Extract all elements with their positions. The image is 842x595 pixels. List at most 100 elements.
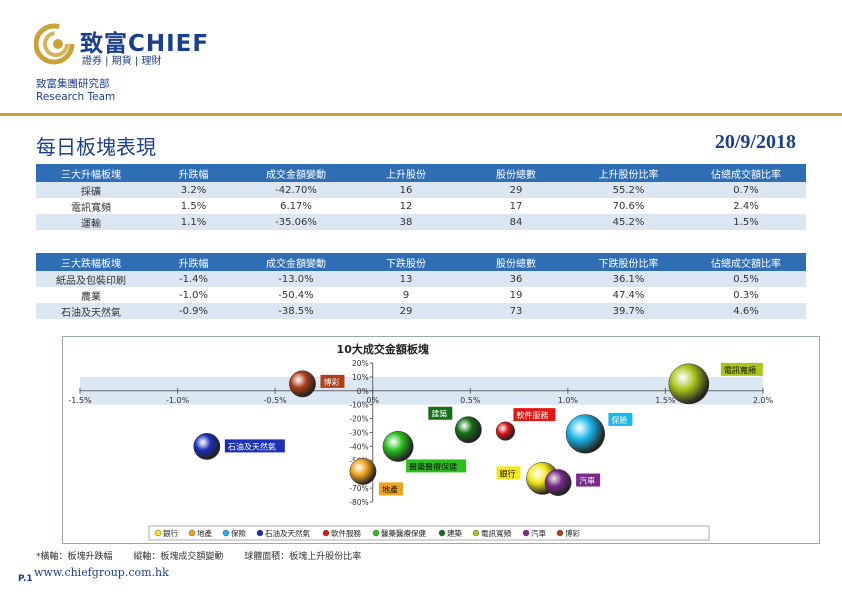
- table-row: 農業 -1.0% -50.4% 9 19 47.4% 0.3%: [36, 287, 806, 303]
- legend-label: 汽車: [531, 528, 546, 538]
- top3-header-row: 三大升幅板塊 升跌幅 成交金額變動 上升股份 股份總數 上升股份比率 佔總成交額…: [36, 164, 806, 182]
- table-cell: 0.5%: [686, 271, 806, 287]
- page-title: 每日板塊表現: [36, 135, 156, 159]
- table-cell: 0.7%: [686, 182, 806, 198]
- table-cell: 1.5%: [180, 200, 207, 212]
- table-row: 運輸 1.1% -35.06% 38 84 45.2% 1.5%: [36, 214, 806, 230]
- y-tick-label: -20%: [349, 415, 368, 424]
- table-cell: 農業: [81, 291, 101, 303]
- bubble-label: 銀行: [499, 468, 515, 478]
- bubble-label-bg: [720, 362, 763, 376]
- table-cell: 36.1%: [571, 271, 686, 287]
- bubble-label-bg: [428, 406, 453, 420]
- legend-marker: [472, 529, 480, 537]
- chart-legend-box: [148, 525, 710, 541]
- x-tick-label: 0.5%: [460, 396, 481, 405]
- legend-label: 博彩: [565, 528, 580, 538]
- table-row: 電訊寬頻 1.5% 6.17% 12 17 70.6% 2.4%: [36, 198, 806, 214]
- bubble-7: [668, 363, 710, 405]
- y-tick-label: 20%: [352, 359, 369, 368]
- bubble-6: [454, 416, 482, 444]
- legend-label: 石油及天然氣: [265, 528, 310, 538]
- legend-marker: [438, 529, 446, 537]
- x-tick-label: -0.5%: [264, 396, 288, 405]
- bubble-label: 石油及天然氣: [228, 441, 276, 451]
- bubble-9: [289, 370, 316, 398]
- table-cell: 9: [402, 289, 410, 301]
- chief-logo: 致富CHIEF 證券 | 期貨 | 理財: [34, 22, 234, 68]
- table-cell: -42.70%: [241, 182, 351, 198]
- legend-marker: [522, 529, 530, 537]
- x-tick-label: 1.5%: [655, 396, 676, 405]
- table-row: 紙品及包裝印刷 -1.4% -13.0% 13 36 36.1% 0.5%: [36, 271, 806, 287]
- bubble-label-bg: [224, 439, 285, 453]
- footnote-size: 球體面積：板塊上升股份比率: [244, 552, 362, 562]
- bubble-label: 軟件服務: [516, 410, 548, 420]
- bubble-label: 電訊寬頻: [724, 365, 756, 375]
- table-header: 股份總數: [461, 253, 571, 271]
- table-cell: 1.5%: [686, 214, 806, 230]
- y-tick-label: 10%: [352, 373, 369, 382]
- table-cell: -50.4%: [278, 289, 314, 301]
- table-cell: 16: [351, 182, 461, 198]
- bubble-label: 地產: [382, 484, 398, 494]
- bubble-8: [544, 469, 572, 496]
- table-cell: 17: [509, 200, 523, 212]
- legend-marker: [222, 529, 230, 537]
- table-cell: 70.6%: [612, 200, 645, 212]
- page-number: P.1: [18, 574, 33, 584]
- table-cell: 石油及天然氣: [36, 303, 146, 319]
- table-cell: 1.1%: [146, 214, 241, 230]
- table-cell: 0.3%: [733, 289, 759, 301]
- report-date: 20/9/2018: [714, 131, 796, 153]
- table-cell: -1.0%: [178, 289, 208, 301]
- table-header: 成交金額變動: [241, 253, 351, 271]
- bubble-label-bg: [320, 374, 345, 388]
- table-cell: -1.4%: [146, 271, 241, 287]
- table-cell: 29: [351, 303, 461, 319]
- x-tick-label: 1.0%: [558, 396, 579, 405]
- bubble-label-bg: [496, 466, 521, 480]
- footnote: *橫軸：板塊升跌幅 縱軸：板塊成交額變動 球體面積：板塊上升股份比率: [36, 549, 379, 562]
- legend-marker: [256, 529, 264, 537]
- website-link[interactable]: www.chiefgroup.com.hk: [34, 566, 169, 579]
- bubble-label: 博彩: [323, 377, 339, 387]
- bubble-label: 保險: [611, 415, 627, 425]
- table-header: 上升股份比率: [571, 164, 686, 182]
- top3-table: 三大升幅板塊 升跌幅 成交金額變動 上升股份 股份總數 上升股份比率 佔總成交額…: [36, 164, 806, 230]
- table-cell: 38: [351, 214, 461, 230]
- legend-label: 醫藥醫療保健: [381, 528, 426, 538]
- bubble-chart: 10大成交金額板塊 -1.5% -1.0% -0.5% 0% 0.5% 1.0% 1.5% 2.…: [62, 336, 820, 544]
- table-header: 升跌幅: [146, 164, 241, 182]
- legend-marker: [188, 529, 196, 537]
- brand-name: 致富CHIEF: [80, 31, 210, 57]
- table-cell: 紙品及包裝印刷: [36, 271, 146, 287]
- legend-marker: [322, 529, 330, 537]
- table-cell: 採礦: [36, 182, 146, 198]
- table-header: 佔總成交額比率: [686, 164, 806, 182]
- footnote-prefix: *: [36, 552, 41, 562]
- bubble-label-bg: [378, 482, 403, 496]
- table-cell: -13.0%: [241, 271, 351, 287]
- table-cell: 3.2%: [146, 182, 241, 198]
- x-tick-label: -1.5%: [68, 396, 92, 405]
- bottom3-table: 三大跌幅板塊 升跌幅 成交金額變動 下跌股份 股份總數 下跌股份比率 佔總成交額…: [36, 253, 806, 319]
- bubble-label: 醫藥醫療保健: [409, 461, 457, 471]
- table-cell: 4.6%: [686, 303, 806, 319]
- table-header: 三大跌幅板塊: [36, 253, 146, 271]
- footnote-x: *橫軸：板塊升跌幅: [36, 552, 113, 562]
- table-cell: 36: [461, 271, 571, 287]
- department: 致富集團研究部 Research Team: [36, 78, 115, 104]
- legend-label: 地產: [197, 528, 212, 538]
- table-cell: 29: [461, 182, 571, 198]
- table-header: 升跌幅: [146, 253, 241, 271]
- legend-label: 保險: [231, 528, 246, 538]
- bubble-2: [565, 414, 606, 454]
- bubble-label-bg: [608, 412, 633, 426]
- y-tick-label: -30%: [349, 429, 368, 438]
- bubble-label-bg: [576, 473, 601, 487]
- table-cell: 13: [351, 271, 461, 287]
- y-tick-label: 0%: [357, 387, 369, 396]
- table-cell: 84: [461, 214, 571, 230]
- legend-label: 銀行: [163, 528, 178, 538]
